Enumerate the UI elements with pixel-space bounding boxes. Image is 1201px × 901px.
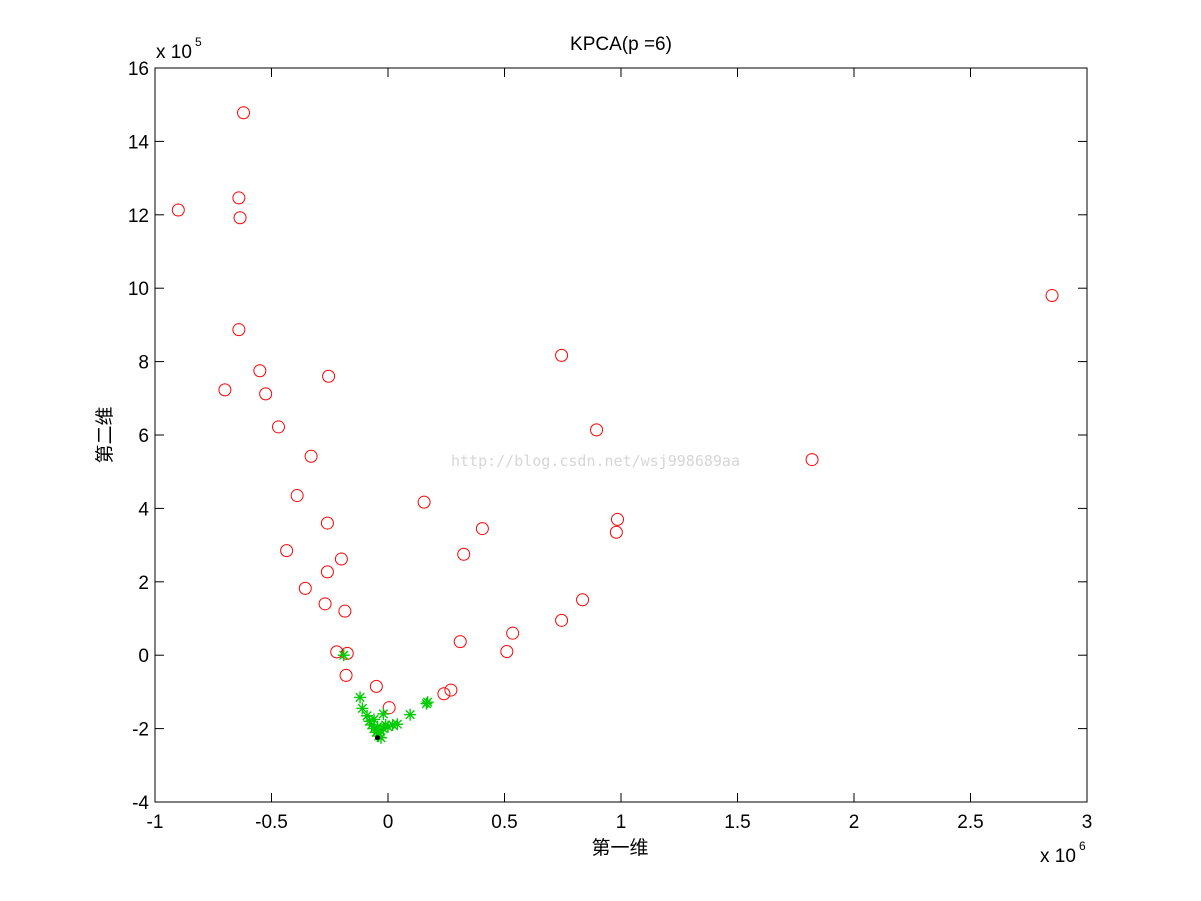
x-tick-label: 3 <box>1082 812 1093 833</box>
x-axis-label: 第一维 <box>591 837 648 859</box>
chart-title: KPCA(p =6) <box>570 34 672 55</box>
data-point-star <box>354 691 367 704</box>
data-point-circle <box>271 420 285 434</box>
y-tick-label: 16 <box>128 59 149 80</box>
data-point-circle <box>320 565 334 579</box>
x-tick-label: 0 <box>383 812 394 833</box>
y-tick-label: -2 <box>132 720 149 741</box>
data-point-circle <box>259 387 273 401</box>
data-point-circle <box>506 626 520 640</box>
x-exponent-power: 6 <box>1079 839 1086 853</box>
data-point-circle <box>253 364 267 378</box>
y-tick-label: 12 <box>128 206 149 227</box>
y-tick-label: 14 <box>128 132 150 153</box>
data-marks <box>171 106 1059 744</box>
y-tick-label: 8 <box>138 353 149 374</box>
data-point-circle <box>320 516 334 530</box>
data-point-circle <box>457 547 471 561</box>
y-axis-label: 第二维 <box>94 406 116 463</box>
data-point-circle <box>475 522 489 536</box>
data-point-star <box>373 724 386 737</box>
y-exponent-power: 5 <box>195 35 202 49</box>
data-point-star <box>377 707 390 720</box>
data-point-circle <box>555 348 569 362</box>
data-point-circle <box>417 495 431 509</box>
data-point-star <box>421 696 434 709</box>
data-point-circle <box>338 604 352 618</box>
data-point-circle <box>555 613 569 627</box>
data-point-circle <box>237 106 251 120</box>
x-tick-label: 1 <box>616 812 627 833</box>
x-exponent-label: x 10 <box>1040 846 1076 867</box>
data-point-circle <box>590 423 604 437</box>
watermark: http://blog.csdn.net/wsj998689aa <box>451 452 740 470</box>
x-tick-labels: -1 -0.5 0 0.5 1 1.5 2 2.5 3 <box>147 812 1093 833</box>
data-point-circle <box>322 369 336 383</box>
data-point-star <box>337 649 350 662</box>
data-point-circle <box>453 635 467 649</box>
y-tick-label: 0 <box>138 646 149 667</box>
data-point-circle <box>339 668 353 682</box>
data-point-circle <box>1045 289 1059 303</box>
x-tick-label: 2.5 <box>957 812 983 833</box>
data-point-circle <box>171 203 185 217</box>
y-tick-label: -4 <box>132 793 149 814</box>
data-point-circle <box>218 383 232 397</box>
x-tick-label: 2 <box>849 812 860 833</box>
x-tick-label: -0.5 <box>255 812 288 833</box>
data-point-circle <box>232 191 246 205</box>
data-point-circle <box>611 512 625 526</box>
data-point-circle <box>805 453 819 467</box>
y-tick-label: 6 <box>138 426 149 447</box>
axis-ticks <box>154 67 1088 803</box>
data-point-circle <box>444 683 458 697</box>
data-point-circle <box>298 581 312 595</box>
data-point-dot <box>375 735 381 741</box>
data-point-circle <box>334 552 348 566</box>
data-point-circle <box>290 489 304 503</box>
data-point-circle <box>609 525 623 539</box>
data-point-circle <box>280 544 294 558</box>
data-point-circle <box>318 597 332 611</box>
data-point-circle <box>304 449 318 463</box>
x-tick-label: 1.5 <box>724 812 750 833</box>
y-tick-label: 10 <box>128 279 149 300</box>
data-point-star <box>356 702 369 715</box>
data-point-circle <box>330 645 344 659</box>
y-exponent-label: x 10 <box>156 42 192 63</box>
x-tick-label: 0.5 <box>491 812 517 833</box>
data-point-circle <box>232 323 246 337</box>
x-tick-label: -1 <box>147 812 164 833</box>
data-point-circle <box>500 645 514 659</box>
data-point-circle <box>576 593 590 607</box>
data-point-circle <box>233 211 247 225</box>
data-point-circle <box>437 687 451 701</box>
y-tick-label: 4 <box>138 499 149 520</box>
data-point-circle <box>369 679 383 693</box>
y-tick-label: 2 <box>138 573 149 594</box>
y-tick-labels: -4 -2 0 2 4 6 8 10 12 14 16 <box>128 59 150 814</box>
data-point-star <box>391 718 404 731</box>
data-point-star <box>404 708 417 721</box>
